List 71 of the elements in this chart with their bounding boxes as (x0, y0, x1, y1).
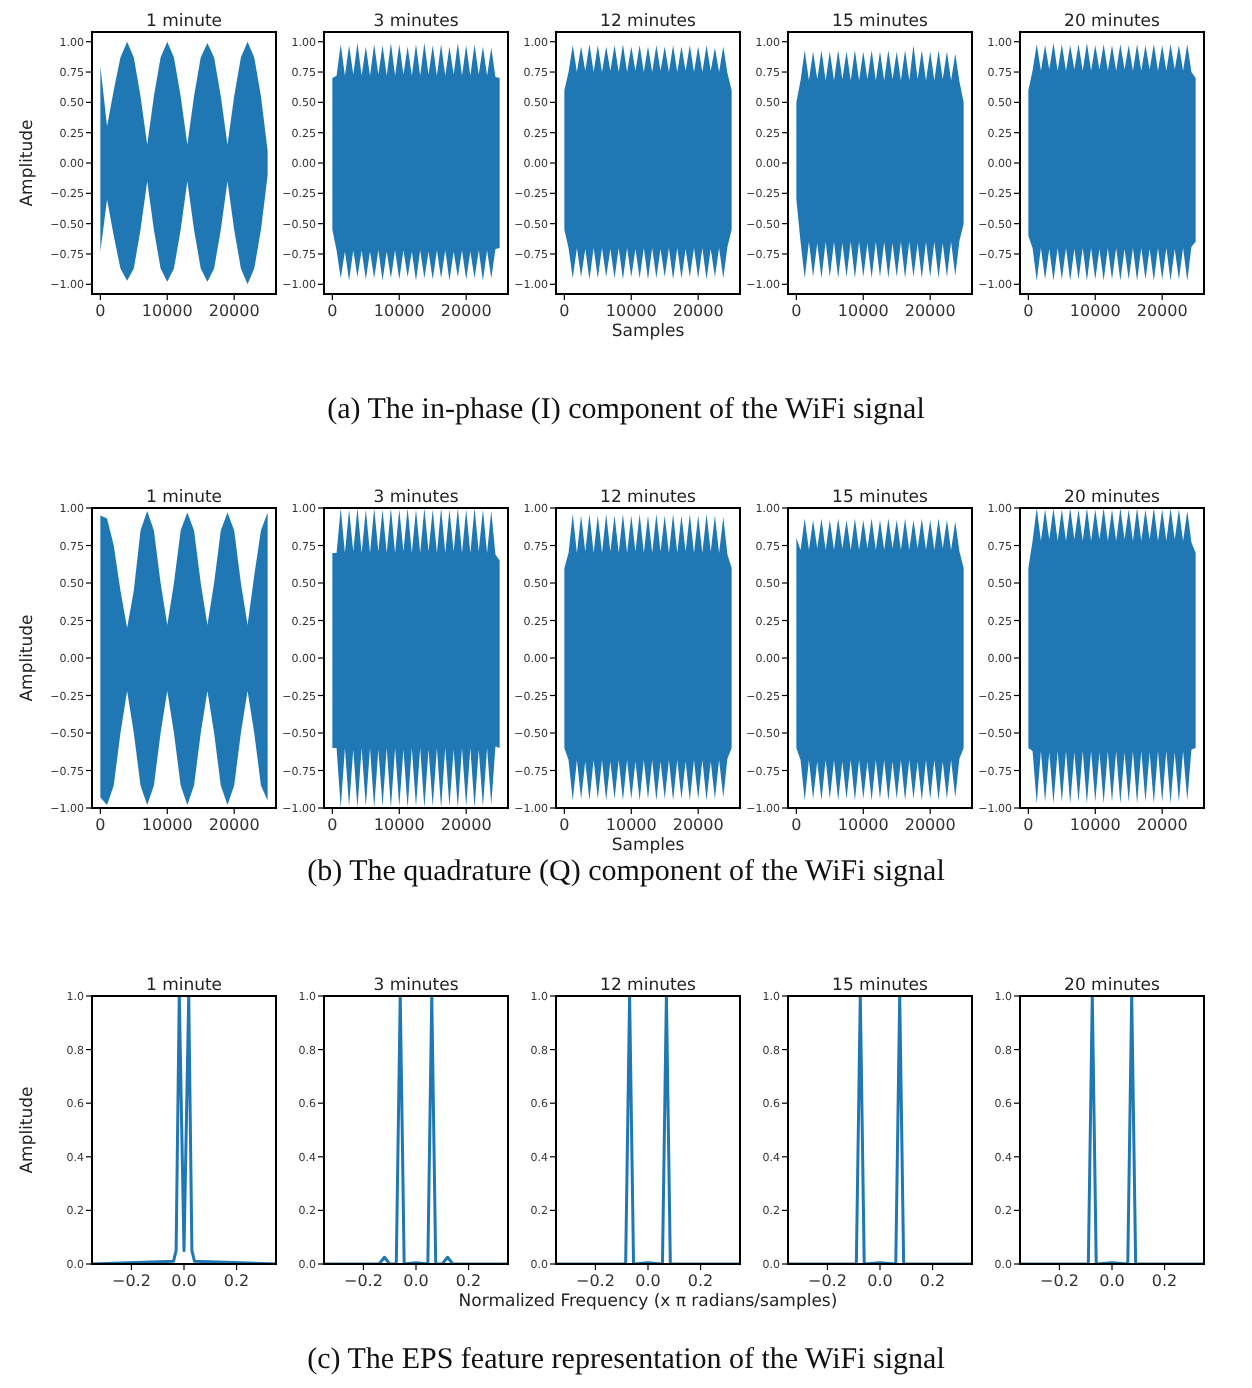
x-tick-label: 10000 (605, 302, 657, 320)
x-tick-label: 0 (95, 302, 106, 320)
chart-title: 1 minute (145, 488, 223, 508)
x-tick-label: 20000 (904, 302, 956, 320)
y-axis-title: Amplitude (18, 119, 38, 207)
x-tick-label: 0 (1023, 302, 1034, 320)
line-series (92, 996, 276, 1264)
y-axis-title: Amplitude (18, 1086, 38, 1174)
x-tick-label: 20000 (1136, 302, 1188, 320)
x-tick-label: 0 (327, 816, 338, 834)
chart-title: 12 minutes (600, 12, 698, 32)
x-tick-label: 0.0 (867, 1272, 893, 1290)
x-tick-label: 0.0 (635, 1272, 661, 1290)
x-tick-label: 10000 (837, 816, 889, 834)
chart-title: 3 minutes (373, 976, 460, 996)
x-tick-label: 20000 (208, 302, 260, 320)
x-tick-label: 20000 (904, 816, 956, 834)
x-tick-label: 0 (791, 302, 802, 320)
x-tick-label: −0.2 (343, 1272, 383, 1290)
x-tick-label: 0 (791, 816, 802, 834)
x-tick-label: 0.2 (687, 1272, 714, 1290)
x-axis-title: Normalized Frequency (x π radians/samples) (458, 1292, 838, 1312)
x-tick-label: 10000 (141, 816, 193, 834)
x-axis-title: Samples (611, 322, 686, 342)
chart-title: 20 minutes (1064, 488, 1162, 508)
x-tick-label: 20000 (672, 302, 724, 320)
chart-title: 20 minutes (1064, 12, 1162, 32)
x-tick-label: 10000 (1069, 302, 1121, 320)
x-tick-label: 0.0 (1099, 1272, 1125, 1290)
x-tick-label: 20000 (208, 816, 260, 834)
chart-title: 20 minutes (1064, 976, 1162, 996)
x-tick-label: 20000 (672, 816, 724, 834)
x-tick-label: 0.2 (1151, 1272, 1178, 1290)
chart-title: 12 minutes (600, 488, 698, 508)
x-tick-label: 10000 (837, 302, 889, 320)
text: (a) The in-phase (I) component of the WiFi signal (327, 394, 925, 426)
chart-title: 15 minutes (832, 976, 930, 996)
chart-title: 12 minutes (600, 976, 698, 996)
text: (b) The quadrature (Q) component of the WiFi signal (307, 856, 945, 888)
x-tick-label: 0.2 (223, 1272, 250, 1290)
chart-title: 15 minutes (832, 12, 930, 32)
x-axis-title: Samples (611, 836, 686, 856)
x-tick-label: 0.0 (403, 1272, 429, 1290)
line-series (324, 996, 508, 1264)
x-tick-label: −0.2 (1039, 1272, 1079, 1290)
x-tick-label: 0 (559, 816, 570, 834)
x-tick-label: 20000 (1136, 816, 1188, 834)
x-tick-label: 20000 (440, 302, 492, 320)
x-tick-label: 0 (95, 816, 106, 834)
x-tick-label: 10000 (605, 816, 657, 834)
x-tick-label: 0 (1023, 816, 1034, 834)
x-tick-label: 0.0 (171, 1272, 197, 1290)
x-tick-label: −0.2 (111, 1272, 151, 1290)
chart-title: 3 minutes (373, 12, 460, 32)
x-tick-label: 0 (559, 302, 570, 320)
x-tick-label: 10000 (1069, 816, 1121, 834)
x-tick-label: 0.2 (455, 1272, 482, 1290)
chart-title: 15 minutes (832, 488, 930, 508)
x-tick-label: 10000 (373, 302, 425, 320)
x-tick-label: 20000 (440, 816, 492, 834)
chart-title: 3 minutes (373, 488, 460, 508)
x-tick-label: 0 (327, 302, 338, 320)
chart-title: 1 minute (145, 976, 223, 996)
x-tick-label: 10000 (141, 302, 193, 320)
text: (c) The EPS feature representation of the WiFi signal (307, 1344, 945, 1376)
x-tick-label: −0.2 (575, 1272, 615, 1290)
x-tick-label: 10000 (373, 816, 425, 834)
x-tick-label: 0.2 (919, 1272, 946, 1290)
y-axis-title: Amplitude (18, 614, 38, 702)
x-tick-label: −0.2 (807, 1272, 847, 1290)
chart-title: 1 minute (145, 12, 223, 32)
